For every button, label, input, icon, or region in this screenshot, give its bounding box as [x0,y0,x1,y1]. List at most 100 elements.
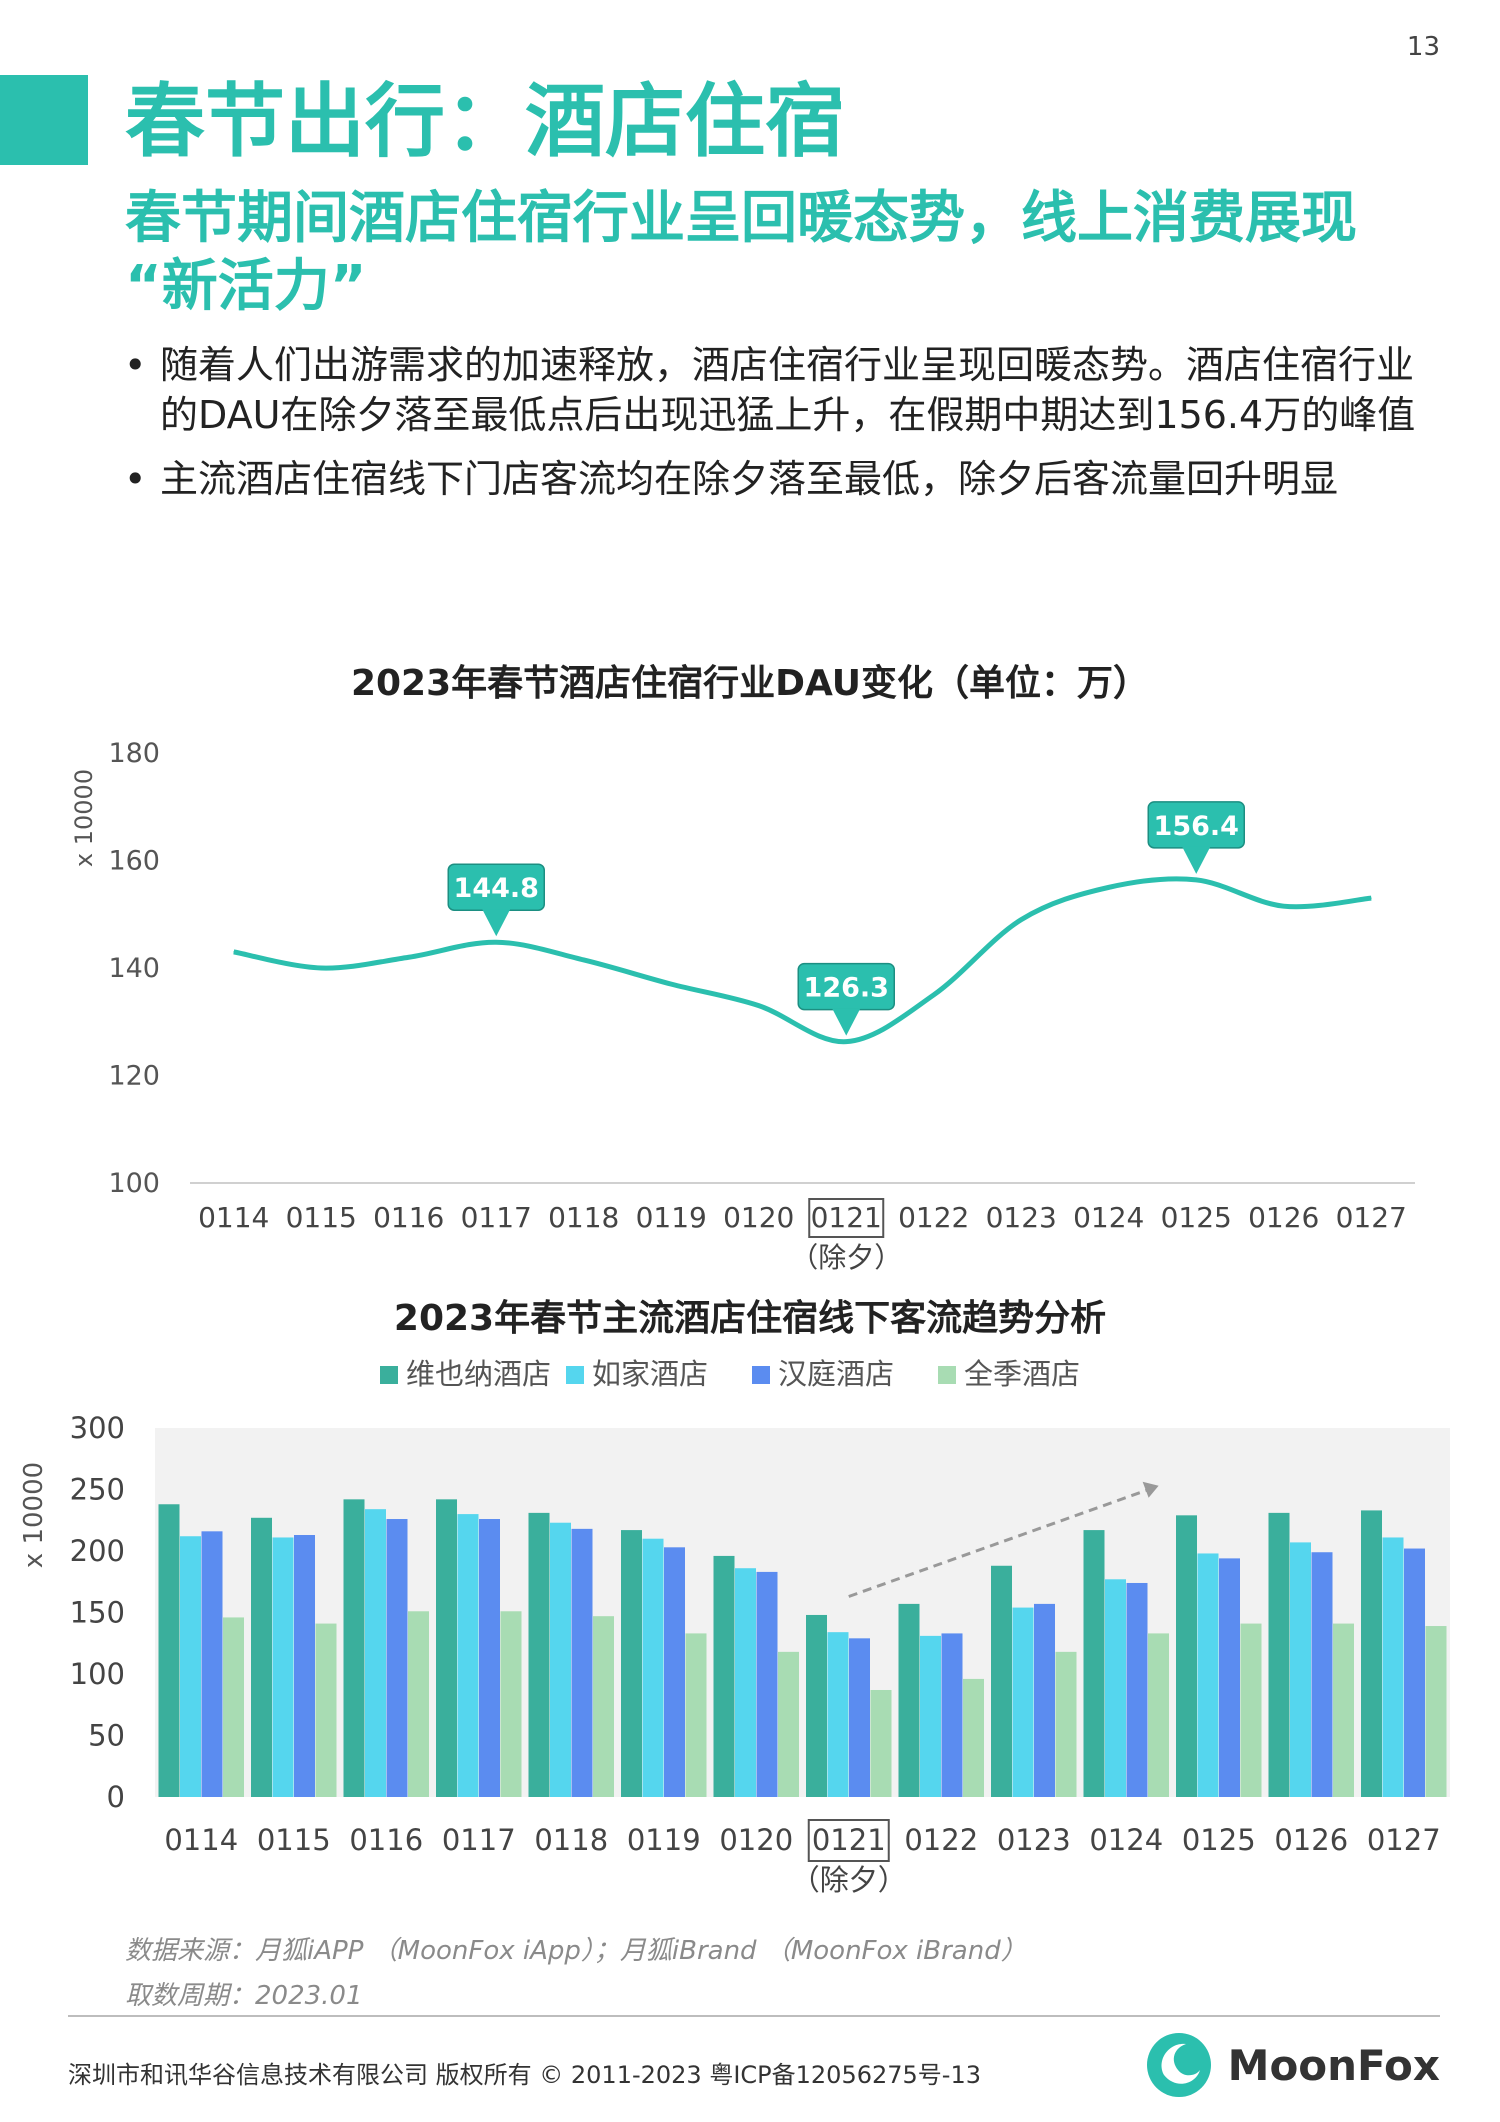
x-tick-label: 0122 [898,1201,969,1234]
x-tick-label: 0114 [198,1201,269,1234]
bar [550,1522,571,1797]
bar [1382,1537,1404,1797]
bar [806,1614,827,1797]
y-tick-label: 150 [70,1596,125,1630]
x-tick-label: 0125 [1182,1823,1256,1857]
dau-point [233,951,235,953]
bar [223,1617,244,1797]
bar [571,1528,593,1797]
footer-divider [68,2015,1440,2017]
dau-point [933,994,935,996]
trend-arrow-line [848,1487,1152,1598]
bar [870,1689,892,1797]
bar [941,1633,963,1797]
bar [920,1635,941,1797]
legend-item: 维也纳酒店 [380,1357,551,1391]
footer-logo: MoonFox [1144,2030,1440,2100]
bar [1083,1530,1105,1797]
legend-label: 维也纳酒店 [406,1357,551,1391]
bar [1105,1579,1126,1797]
bar [1219,1558,1240,1797]
bullet-list: • 随着人们出游需求的加速释放，酒店住宿行业呈现回暖态势。酒店住宿行业的DAU在除… [120,340,1420,518]
y-tick-label: 300 [70,1411,125,1445]
bar [528,1512,550,1797]
x-tick-label: 0125 [1161,1201,1232,1234]
bar [756,1571,778,1797]
x-tick-label: 0117 [461,1201,532,1234]
bar [1333,1623,1354,1797]
dau-point [845,1041,847,1043]
x-tick-label: 0115 [257,1823,331,1857]
y-tick-label: 100 [70,1657,125,1691]
bar [1034,1603,1055,1797]
bar [1126,1582,1148,1797]
data-label-callout: 144.8 [447,863,545,937]
bar [1404,1548,1425,1797]
legend-swatch [566,1366,584,1384]
data-label: 156.4 [1154,811,1239,842]
x-tick-label: 0118 [548,1201,619,1234]
bar [251,1517,272,1797]
x-tick-label: 0124 [1073,1201,1144,1234]
bar [849,1638,870,1797]
bar [1311,1552,1333,1797]
bar [180,1536,201,1797]
bar [963,1678,984,1797]
y-axis-label: x 10000 [70,769,98,867]
footer-copyright: 深圳市和讯华谷信息技术有限公司 版权所有 © 2011-2023 粤ICP备12… [68,2061,981,2089]
dau-point [1283,905,1285,907]
bar [664,1547,685,1797]
bar [1012,1607,1034,1797]
bar [500,1611,522,1797]
bar [457,1514,479,1797]
highlight-box [808,1198,885,1238]
legend-item: 如家酒店 [566,1357,708,1391]
bar [1268,1512,1290,1797]
x-tick-label: 0123 [997,1823,1071,1857]
dau-point [1195,879,1197,881]
x-tick-label: 0116 [349,1823,423,1857]
bar [735,1568,756,1797]
x-tick-label: 0127 [1336,1201,1407,1234]
x-tick-label: 0119 [636,1201,707,1234]
y-tick-label: 200 [70,1534,125,1568]
bar [827,1632,849,1797]
bar [1055,1651,1077,1797]
bullet-item: • 主流酒店住宿线下门店客流均在除夕落至最低，除夕后客流量回升明显 [120,454,1420,504]
legend-swatch [938,1366,956,1384]
x-tick-label: 0115 [286,1201,357,1234]
page-number: 13 [1406,32,1440,62]
bar [685,1633,707,1797]
data-source-note: 数据来源：月狐iAPP （MoonFox iApp）；月狐iBrand （Moo… [125,1936,1027,1966]
bullet-dot-icon: • [124,457,147,502]
bar [1425,1626,1447,1797]
dau-series-line [233,876,1372,1045]
bar [1197,1553,1219,1797]
data-period-note: 取数周期：2023.01 [125,1981,363,2011]
y-tick-label: 0 [107,1780,125,1814]
x-tick-label: 0121 [811,1201,882,1234]
y-tick-label: 50 [88,1719,125,1753]
bar [1290,1542,1311,1797]
dau-point [1108,886,1110,888]
dau-point [1020,919,1022,921]
bar [593,1616,614,1797]
legend-label: 全季酒店 [964,1357,1080,1391]
x-tick-label: 0119 [627,1823,701,1857]
bar [1361,1510,1382,1797]
x-tick-label: 0118 [534,1823,608,1857]
x-tick-label: 0122 [904,1823,978,1857]
moonfox-logo-icon [1146,2033,1211,2097]
bar [621,1530,642,1797]
footer-brand: MoonFox [1227,2040,1440,2090]
y-tick-label: 140 [108,953,160,984]
highlight-box [807,1819,890,1862]
bullet-text: 主流酒店住宿线下门店客流均在除夕落至最低，除夕后客流量回升明显 [160,457,1339,502]
data-label: 144.8 [454,873,539,904]
highlight-note: （除夕） [791,1863,907,1897]
bar [343,1499,365,1797]
dau-point [408,956,410,958]
x-tick-label: 0120 [723,1201,794,1234]
y-tick-label: 180 [108,738,160,769]
